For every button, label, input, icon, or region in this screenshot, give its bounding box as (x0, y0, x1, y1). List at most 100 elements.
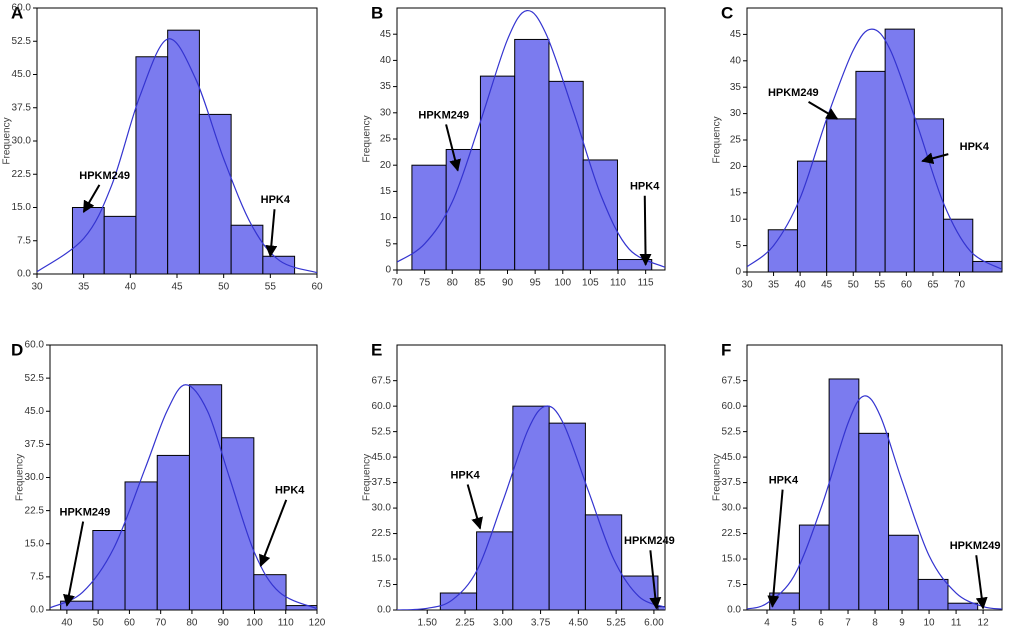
bars (397, 10, 665, 270)
bar (512, 405, 550, 610)
normal-curve (747, 395, 1002, 610)
panel-label: F (721, 340, 731, 359)
bar (411, 164, 447, 270)
y-tick-label: 0 (735, 267, 741, 278)
annotation-arrow (265, 209, 278, 258)
y-tick-label: 52.5 (722, 426, 742, 437)
y-tick-label: 60.0 (25, 340, 45, 351)
bar (947, 602, 979, 610)
bar (972, 260, 1002, 272)
annotation-arrow (767, 489, 784, 608)
bar (253, 574, 287, 610)
x-tick-label: 60 (901, 280, 913, 291)
annotation-arrow (259, 499, 288, 567)
y-tick-label: 22.5 (12, 169, 32, 180)
y-tick-label: 45.0 (722, 452, 742, 463)
panel-label: A (11, 3, 23, 22)
bar (828, 378, 860, 610)
annotation-text: HPKM249 (60, 506, 111, 518)
y-tick-label: 22.5 (722, 528, 742, 539)
bar (476, 531, 514, 610)
panel: D Frequency 0.0 7.5 15.0 22.5 30.0 37.5 45.0 52.5… (11, 340, 326, 629)
annotation-arrow (921, 152, 949, 165)
x-tick-label: 9 (899, 618, 905, 629)
y-tick-label: 15.0 (372, 554, 392, 565)
y-tick-label: 5 (735, 240, 741, 251)
x-tick-label: 70 (954, 280, 966, 291)
annotation-text: HPK4 (769, 475, 799, 487)
y-tick-label: 52.5 (372, 426, 392, 437)
bars (747, 28, 1002, 272)
panel: C Frequency 0 5 10 15 20 25 30 35 40 45 30 35 40 45 50 55… (712, 3, 1003, 291)
annotation-arrow (808, 101, 839, 120)
y-tick-label: 45 (730, 29, 742, 40)
panel-label: D (11, 340, 23, 359)
x-tick-label: 95 (530, 278, 542, 289)
y-tick-label: 30.0 (25, 472, 45, 483)
y-tick-label: 60.0 (12, 3, 32, 14)
y-tick-label: 30 (730, 108, 742, 119)
normal-curve (397, 10, 665, 268)
x-tick-label: 11 (951, 618, 962, 629)
x-tick-label: 6.00 (644, 618, 664, 629)
bar (198, 113, 232, 274)
annotation-text: HPKM249 (624, 535, 675, 547)
x-tick-label: 100 (246, 618, 263, 629)
x-tick-label: 50 (93, 618, 105, 629)
x-tick-label: 70 (391, 278, 403, 289)
x-tick-label: 70 (155, 618, 167, 629)
x-tick-label: 1.50 (417, 618, 437, 629)
x-tick-label: 30 (741, 280, 753, 291)
panel: A Frequency 0.0 7.5 15.0 22.5 30.0 37.5 45.0 52.5… (2, 3, 323, 293)
x-tick-label: 3.00 (493, 618, 513, 629)
bar (71, 207, 105, 274)
y-tick-label: 5 (385, 238, 391, 249)
bar (884, 28, 915, 272)
bar (913, 118, 945, 272)
bar (582, 159, 618, 270)
bar (917, 578, 949, 610)
y-axis-label: Frequency (15, 454, 26, 501)
annotation-arrow (82, 184, 101, 213)
bar (548, 80, 584, 270)
x-tick-label: 40 (795, 280, 807, 291)
panel: E Frequency 0.0 7.5 15.0 22.5 30.0 37.5 45.0 52.5… (362, 340, 675, 629)
y-tick-label: 0 (385, 265, 391, 276)
y-tick-label: 60.0 (372, 401, 392, 412)
y-tick-label: 0.0 (727, 605, 741, 616)
annotation-text: HPKM249 (418, 109, 469, 121)
bar (445, 148, 481, 270)
y-tick-label: 7.5 (17, 235, 31, 246)
y-tick-label: 52.5 (25, 373, 45, 384)
x-tick-label: 7 (845, 618, 851, 629)
x-tick-label: 105 (582, 278, 599, 289)
bar (135, 56, 169, 274)
panel-label: B (371, 3, 383, 22)
bar (230, 224, 264, 274)
x-tick-label: 12 (978, 618, 990, 629)
x-tick-label: 115 (638, 278, 654, 289)
bar (548, 422, 586, 610)
bar (858, 432, 890, 610)
y-tick-label: 15.0 (12, 202, 32, 213)
x-tick-label: 40 (61, 618, 73, 629)
normal-curve (747, 28, 1002, 270)
y-tick-label: 52.5 (12, 36, 32, 47)
x-tick-label: 90 (502, 278, 514, 289)
annotation-arrow (445, 124, 461, 172)
bar (124, 481, 158, 610)
y-tick-label: 35 (730, 82, 742, 93)
panel: B Frequency 0 5 10 15 20 25 30 35 40 45 70 75 80 85 90 95… (362, 3, 666, 289)
x-tick-label: 8 (872, 618, 878, 629)
x-tick-label: 6 (818, 618, 824, 629)
x-tick-label: 35 (768, 280, 780, 291)
x-tick-label: 3.75 (531, 618, 551, 629)
x-tick-label: 60 (311, 282, 323, 293)
bar (285, 605, 317, 610)
x-tick-label: 40 (125, 282, 137, 293)
annotation-text: HPK4 (450, 469, 480, 481)
y-tick-label: 37.5 (372, 477, 392, 488)
y-tick-label: 67.5 (372, 375, 392, 386)
x-tick-label: 90 (218, 618, 230, 629)
